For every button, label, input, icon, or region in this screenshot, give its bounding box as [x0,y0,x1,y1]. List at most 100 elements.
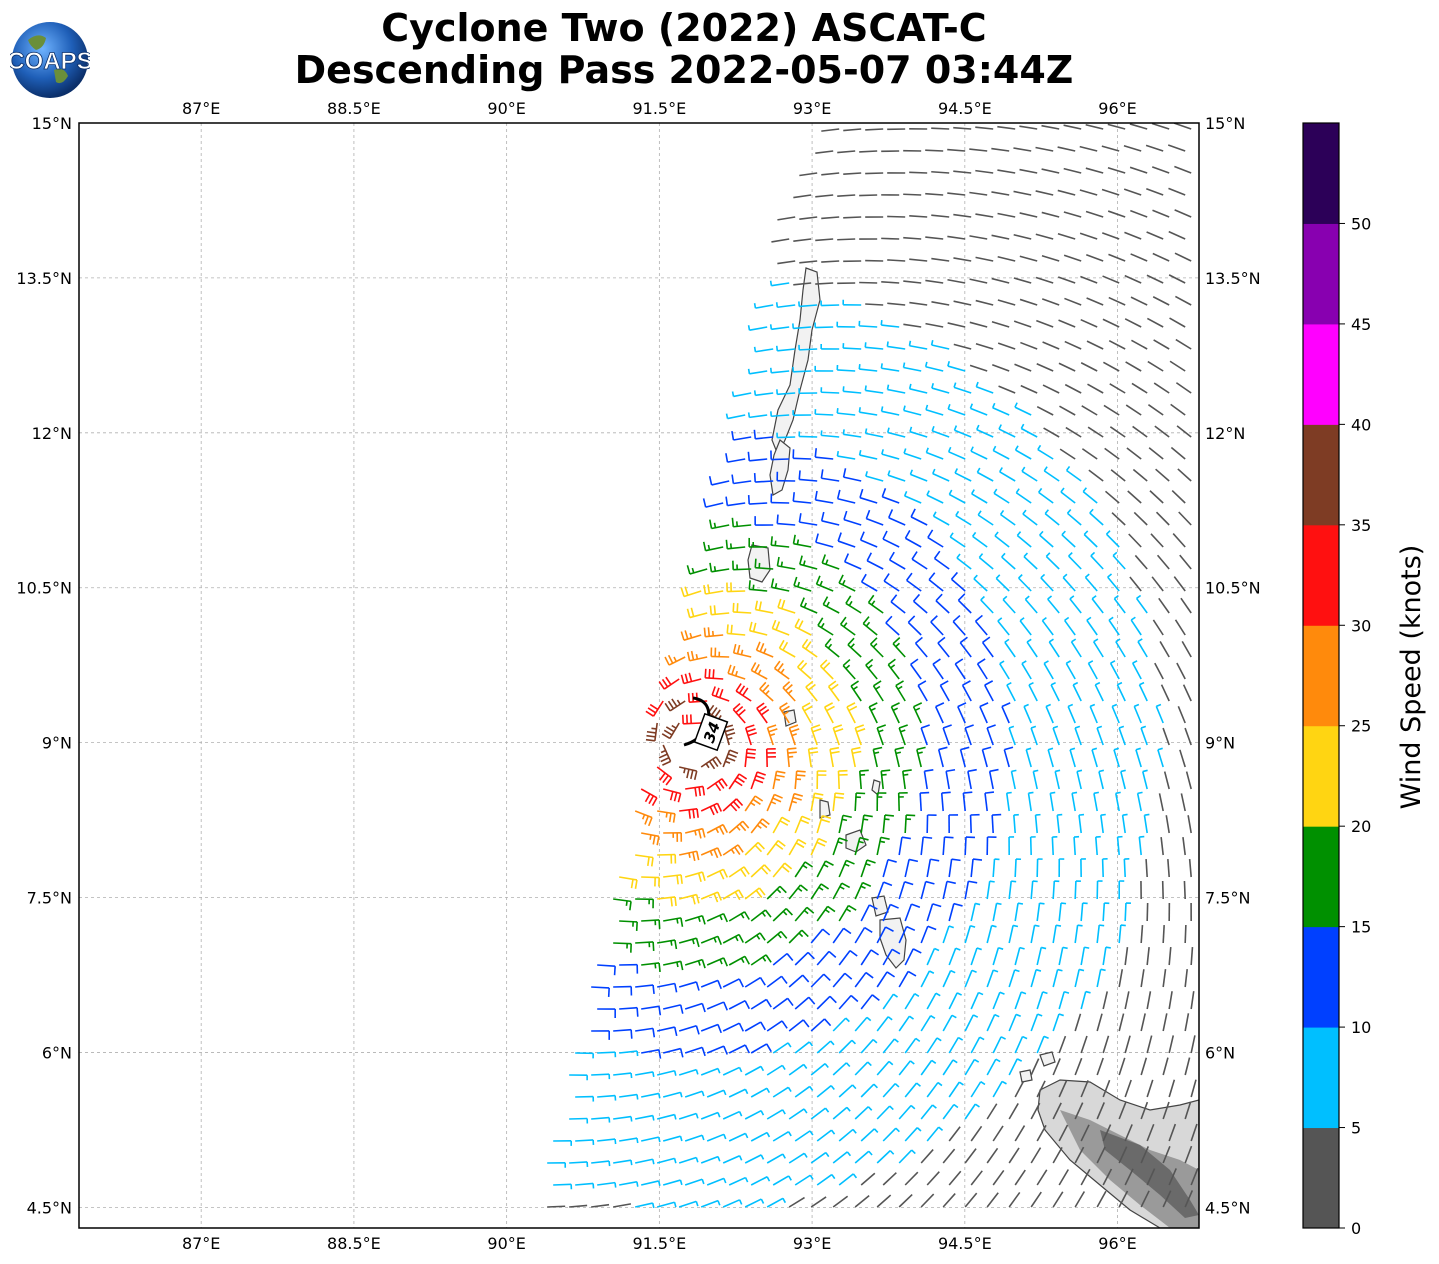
wind-barb [619,1180,639,1187]
wind-barb [882,903,899,922]
wind-barb [684,1002,706,1013]
wind-barb [1030,725,1038,746]
wind-barb [854,881,872,900]
wind-barb [799,172,818,177]
wind-barb [766,930,788,944]
wind-barb [898,836,911,856]
wind-barb [935,593,950,614]
wind-barb [930,615,944,636]
wind-barb [1102,991,1109,1010]
wind-barb [992,1036,1006,1054]
wind-barb [1036,319,1054,328]
wind-barb [1185,771,1192,790]
wind-barb [700,1199,721,1208]
wind-barb [1136,791,1143,812]
wind-barb [1190,1123,1198,1142]
wind-barb [684,1046,706,1057]
wind-barb [860,814,873,834]
wind-barb [1155,703,1164,724]
wind-barb [986,836,997,856]
wind-barb [904,1082,921,1098]
wind-barb [805,680,818,702]
wind-barb [970,1036,985,1054]
wind-barb [924,361,944,372]
wind-barb [1066,508,1082,526]
colorbar-segment [1303,1027,1339,1129]
wind-barb [661,722,680,740]
wind-barb [753,346,774,353]
colorbar-segment [1303,926,1339,1028]
wind-barb [923,769,934,790]
wind-barb [997,212,1016,218]
wind-barb [1131,660,1142,680]
wind-barb [842,343,862,350]
wind-barb [1146,317,1164,328]
wind-barb [1080,990,1091,1010]
wind-barb [794,815,811,834]
wind-barb [680,630,702,641]
wind-barb [1021,660,1032,680]
wind-barb [1073,835,1080,856]
wind-barb [754,600,774,614]
wind-barb [684,827,706,839]
lon-tick-labels-top: 87°E 88.5°E 90°E 91.5°E 93°E 94.5°E 96°E [182,99,1137,118]
wind-barb [854,836,869,856]
wind-barb [619,963,639,974]
wind-barb [948,489,966,504]
wind-barb [956,553,972,570]
wind-barb [876,926,894,944]
wind-barb [744,795,764,812]
wind-barb [772,770,786,790]
wind-barb [797,659,812,680]
wind-barb [1064,340,1082,350]
wind-barb [722,978,745,988]
wind-barb [798,388,818,395]
wind-barb [1147,360,1164,372]
wind-barb [964,1058,980,1076]
wind-barb [1069,595,1082,614]
wind-barb [887,259,906,262]
wind-barb [1169,317,1186,328]
wind-barb [1080,275,1098,284]
wind-barb [864,342,884,350]
wind-barb [986,1058,1001,1076]
wind-barb [997,125,1016,130]
wind-barb [772,952,794,966]
wind-barb [917,680,928,702]
wind-barb [948,1170,962,1186]
wind-barb [860,1083,878,1098]
wind-barb [997,169,1016,174]
wind-barb [1034,813,1041,834]
wind-barb [788,1196,805,1208]
wind-barb [903,323,922,328]
wind-barb [882,530,900,548]
wind-barb [970,902,981,922]
wind-barb [794,861,814,878]
wind-barb [728,1000,751,1010]
lat-tick-label-right: 6°N [1205,1043,1235,1062]
wind-barb [641,1049,662,1059]
wind-barb [641,1180,661,1186]
wind-barb [876,724,886,746]
wind-barb [1093,791,1099,812]
wind-barb [862,616,878,636]
wind-barb [798,431,818,438]
wind-barb [931,214,950,218]
wind-barb [1061,530,1076,548]
wind-barb [942,1193,956,1208]
wind-barb [948,992,962,1010]
wind-barb [766,793,783,812]
wind-barb [1064,383,1082,394]
wind-barb [820,300,840,307]
wind-barb [928,572,944,592]
wind-barb [1010,769,1017,790]
wind-barb [1108,253,1126,262]
wind-barb [970,991,984,1010]
wind-barb [1043,466,1060,482]
wind-barb [1179,749,1186,768]
wind-barb [895,680,906,702]
wind-barb [920,880,935,900]
wind-barb [770,411,790,418]
wind-barb [679,850,700,862]
wind-barb [735,683,752,702]
